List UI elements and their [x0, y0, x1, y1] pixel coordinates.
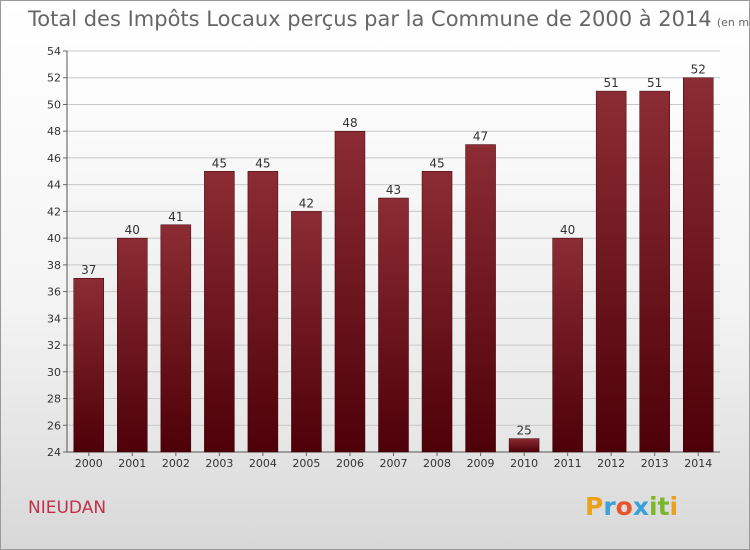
logo-letter: P: [585, 492, 603, 521]
value-label: 45: [429, 156, 444, 170]
chart-title: Total des Impôts Locaux perçus par la Co…: [27, 7, 749, 31]
bar-2001: [117, 237, 148, 453]
x-tick-label: 2007: [380, 457, 408, 470]
proxiti-logo: Proxiti: [585, 492, 678, 521]
value-label: 45: [255, 156, 270, 170]
chart-unit: (en milliers d'€): [717, 16, 749, 29]
y-tick-label: 46: [47, 152, 61, 165]
y-tick-label: 34: [47, 312, 61, 325]
value-label: 51: [647, 76, 662, 90]
y-tick-label: 30: [47, 366, 61, 379]
y-tick-label: 24: [47, 446, 61, 459]
value-label: 25: [516, 424, 531, 438]
x-tick-label: 2002: [162, 457, 190, 470]
value-label: 40: [125, 223, 140, 237]
y-tick-label: 36: [47, 286, 61, 299]
value-label: 42: [299, 196, 314, 210]
bar-2009: [465, 144, 496, 453]
x-tick-label: 2008: [423, 457, 451, 470]
logo-letter: x: [633, 492, 649, 521]
y-tick-label: 48: [47, 125, 61, 138]
value-label: 47: [473, 130, 488, 144]
x-tick-label: 2009: [467, 457, 495, 470]
value-label: 52: [691, 63, 706, 77]
bar-2005: [291, 211, 322, 453]
x-tick-label: 2003: [205, 457, 233, 470]
commune-name: NIEUDAN: [28, 498, 106, 518]
x-tick-label: 2013: [641, 457, 669, 470]
x-tick-label: 2005: [292, 457, 320, 470]
y-tick-label: 28: [47, 393, 61, 406]
y-tick-label: 40: [47, 232, 61, 245]
value-label: 51: [604, 76, 619, 90]
value-label: 45: [212, 156, 227, 170]
bar-2004: [247, 171, 279, 453]
bar-2010: [508, 438, 540, 453]
bar-2008: [421, 171, 453, 453]
logo-letter: i: [649, 492, 658, 521]
y-tick-label: 50: [47, 98, 61, 111]
bar-2013: [639, 90, 670, 453]
y-tick-label: 42: [47, 205, 61, 218]
logo-letter: o: [616, 492, 633, 521]
y-tick-label: 38: [47, 259, 61, 272]
value-label: 40: [560, 223, 575, 237]
x-tick-label: 2000: [75, 457, 103, 470]
bar-2007: [378, 197, 409, 453]
y-tick-label: 44: [47, 179, 61, 192]
bar-2012: [595, 90, 627, 453]
x-tick-label: 2001: [118, 457, 146, 470]
bar-2006: [334, 130, 366, 453]
x-tick-label: 2010: [510, 457, 538, 470]
bar-2002: [160, 224, 192, 453]
value-label: 48: [342, 116, 357, 130]
chart-title-text: Total des Impôts Locaux perçus par la Co…: [27, 7, 712, 31]
plot-area: 24 26 28 30 32 34 36 38 40 42 44 46 48 50 52 54 37 2000 40…: [47, 45, 720, 470]
value-label: 43: [386, 183, 401, 197]
y-tick-label: 32: [47, 339, 61, 352]
x-tick-label: 2014: [684, 457, 712, 470]
bar-2014: [682, 77, 714, 453]
y-tick-label: 26: [47, 419, 61, 432]
x-tick-label: 2012: [597, 457, 625, 470]
x-tick-label: 2006: [336, 457, 364, 470]
x-tick-label: 2011: [554, 457, 582, 470]
logo-letter: r: [603, 492, 616, 521]
y-tick-label: 52: [47, 72, 61, 85]
x-tick-label: 2004: [249, 457, 277, 470]
logo-letter: t: [658, 492, 670, 521]
value-label: 37: [81, 263, 96, 277]
y-tick-label: 54: [47, 45, 61, 58]
bar-2000: [73, 277, 105, 453]
bar-2003: [204, 171, 235, 453]
logo-letter: i: [670, 492, 679, 521]
bar-2011: [552, 237, 583, 453]
value-label: 41: [168, 210, 183, 224]
